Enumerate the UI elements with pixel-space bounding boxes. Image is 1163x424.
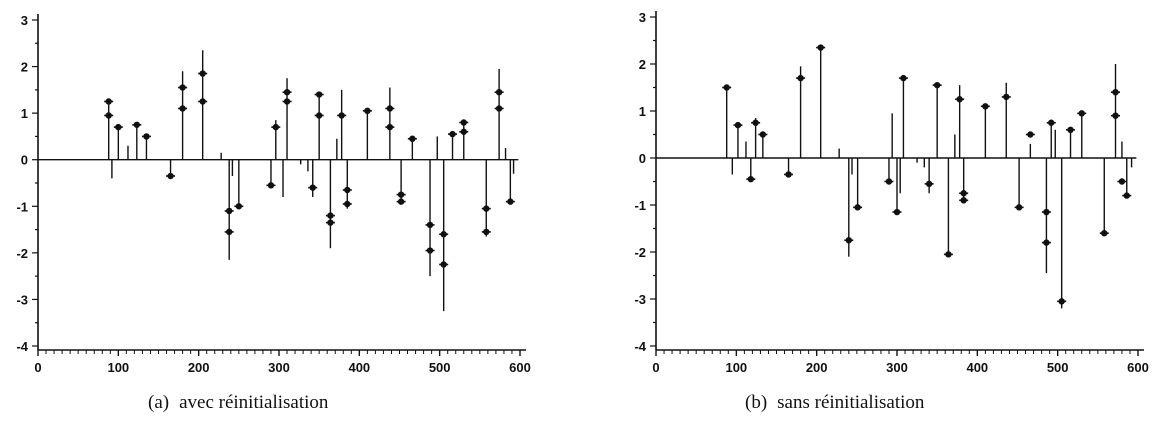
caption-tag-a: (a) [148, 392, 170, 413]
x-tick-label: 400 [966, 360, 988, 375]
x-tick-label: 0 [652, 360, 659, 375]
stem-plot-b: 0 100 200 300 400 500 600 -4 -3 -2 -1 0 1 2 3 [634, 10, 1149, 375]
y-tick-label: 2 [21, 60, 28, 75]
x-tick-label: 500 [1047, 360, 1069, 375]
caption-text-a: avec réinitialisation [179, 392, 329, 413]
y-tick-label: -3 [16, 292, 28, 307]
y-tick-label: -1 [634, 198, 646, 213]
x-tick-label: 100 [725, 360, 747, 375]
y-tick-label: 1 [21, 106, 28, 121]
stem-plot-a: 0 100 200 300 400 500 600 -4 -3 -2 -1 0 1 2 3 [16, 13, 531, 375]
x-tick-label: 300 [268, 360, 290, 375]
y-tick-label: -3 [634, 292, 646, 307]
chart-panel-b: 0 100 200 300 400 500 600 -4 -3 -2 -1 0 1 2 3 (b) sans … [610, 0, 1163, 424]
y-tick-label: 0 [21, 153, 28, 168]
x-tick-label: 400 [348, 360, 370, 375]
x-tick-label: 500 [429, 360, 451, 375]
y-tick-label: 3 [21, 13, 28, 28]
y-tick-label: 1 [639, 104, 646, 119]
y-tick-label: -4 [16, 339, 28, 354]
caption-b: (b) sans réinitialisation [745, 392, 924, 414]
x-tick-label: 100 [107, 360, 129, 375]
y-tick-label: -2 [16, 246, 28, 261]
y-tick-label: -2 [634, 245, 646, 260]
y-tick-label: 0 [639, 151, 646, 166]
y-tick-label: -1 [16, 199, 28, 214]
y-tick-label: 3 [639, 10, 646, 25]
caption-text-b: sans réinitialisation [777, 392, 925, 413]
x-tick-label: 200 [188, 360, 210, 375]
chart-panel-a: 0 100 200 300 400 500 600 -4 -3 -2 -1 0 1 2 3 (a) avec … [0, 0, 560, 424]
y-tick-label: 2 [639, 57, 646, 72]
caption-a: (a) avec réinitialisation [148, 392, 328, 414]
y-tick-label: -4 [634, 339, 646, 354]
x-tick-label: 300 [886, 360, 908, 375]
x-tick-label: 600 [1127, 360, 1149, 375]
caption-tag-b: (b) [745, 392, 768, 413]
x-tick-label: 200 [806, 360, 828, 375]
x-tick-label: 600 [509, 360, 531, 375]
x-tick-label: 0 [34, 360, 41, 375]
